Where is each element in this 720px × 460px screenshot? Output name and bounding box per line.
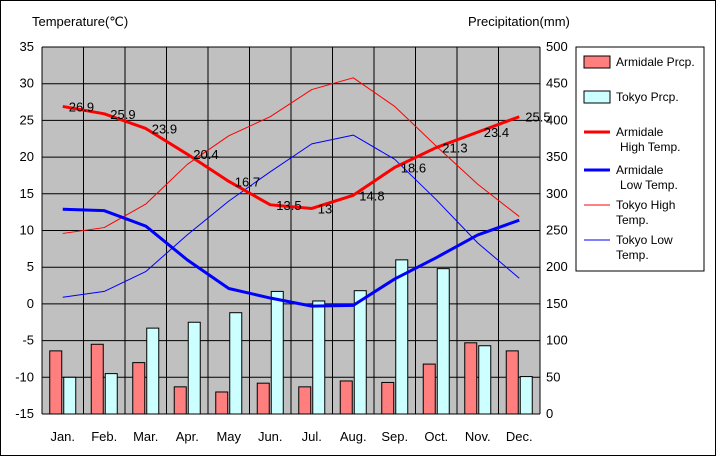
bar-armidale-prcp bbox=[381, 381, 395, 415]
y-right-tick-label: 450 bbox=[546, 76, 568, 91]
line-tokyo-low-temp bbox=[62, 134, 520, 298]
legend-label: Tokyo Prcp. bbox=[616, 90, 679, 104]
legend-label: Armidale Low Temp. bbox=[616, 163, 678, 192]
data-label-armidale-high: 25.5 bbox=[525, 110, 550, 125]
y-right-tick-label: 350 bbox=[546, 149, 568, 164]
bar-armidale-prcp bbox=[256, 382, 270, 415]
bar-armidale-prcp bbox=[505, 350, 519, 415]
y-right-tick-label: 400 bbox=[546, 112, 568, 127]
bar-tokyo-prcp bbox=[229, 312, 243, 415]
y-left-tick-label: 10 bbox=[20, 223, 34, 238]
bar-tokyo-prcp bbox=[478, 345, 492, 415]
bar-armidale-prcp bbox=[90, 343, 104, 415]
data-label-armidale-high: 18.6 bbox=[401, 160, 426, 175]
data-label-armidale-high: 13 bbox=[318, 201, 332, 216]
line-tokyo-high-temp bbox=[62, 77, 520, 234]
x-tick-label: Aug. bbox=[340, 429, 367, 444]
bar-tokyo-prcp bbox=[146, 327, 160, 415]
x-tick-label: Nov. bbox=[465, 429, 491, 444]
legend-swatch bbox=[583, 55, 611, 69]
y-left-tick-label: -10 bbox=[15, 369, 34, 384]
y-left-tick-label: 0 bbox=[27, 296, 34, 311]
bar-armidale-prcp bbox=[132, 362, 146, 415]
x-tick-label: Jul. bbox=[302, 429, 322, 444]
y-left-axis-label: Temperature(℃) bbox=[32, 14, 128, 29]
y-left-tick-label: 20 bbox=[20, 149, 34, 164]
y-right-tick-label: 200 bbox=[546, 259, 568, 274]
x-tick-label: Feb. bbox=[91, 429, 117, 444]
data-label-armidale-high: 16.7 bbox=[235, 174, 260, 189]
bar-tokyo-prcp bbox=[104, 373, 118, 415]
bar-tokyo-prcp bbox=[312, 300, 326, 415]
y-right-tick-label: 500 bbox=[546, 39, 568, 54]
data-label-armidale-high: 25.9 bbox=[110, 107, 135, 122]
bar-armidale-prcp bbox=[215, 391, 229, 415]
bar-armidale-prcp bbox=[464, 342, 478, 415]
data-label-armidale-high: 21.3 bbox=[442, 141, 467, 156]
legend-label: Tokyo Low Temp. bbox=[616, 233, 673, 262]
line-armidale-high-temp bbox=[62, 104, 520, 210]
bar-armidale-prcp bbox=[49, 350, 63, 415]
data-label-armidale-high: 26.9 bbox=[69, 99, 94, 114]
bar-tokyo-prcp bbox=[436, 268, 450, 415]
data-label-armidale-high: 23.4 bbox=[484, 125, 509, 140]
x-tick-label: Apr. bbox=[176, 429, 199, 444]
y-right-axis-label: Precipitation(mm) bbox=[468, 14, 570, 29]
data-label-armidale-high: 23.9 bbox=[152, 121, 177, 136]
bar-tokyo-prcp bbox=[187, 321, 201, 415]
x-tick-label: Jun. bbox=[258, 429, 283, 444]
bar-tokyo-prcp bbox=[270, 290, 284, 415]
line-armidale-low-temp bbox=[62, 207, 520, 308]
bar-tokyo-prcp bbox=[519, 376, 533, 415]
y-left-tick-label: 30 bbox=[20, 76, 34, 91]
x-tick-label: Jan. bbox=[50, 429, 75, 444]
y-left-tick-label: 25 bbox=[20, 112, 34, 127]
data-label-armidale-high: 13.5 bbox=[276, 198, 301, 213]
legend-box bbox=[575, 46, 705, 272]
x-tick-label: Dec. bbox=[506, 429, 533, 444]
data-label-armidale-high: 20.4 bbox=[193, 147, 218, 162]
y-left-tick-label: 15 bbox=[20, 186, 34, 201]
y-right-tick-label: 150 bbox=[546, 296, 568, 311]
y-left-tick-label: -5 bbox=[22, 333, 34, 348]
legend-label: Tokyo High Temp. bbox=[616, 198, 675, 227]
y-left-tick-label: -15 bbox=[15, 406, 34, 421]
bar-armidale-prcp bbox=[173, 386, 187, 415]
y-right-tick-label: 300 bbox=[546, 186, 568, 201]
bar-tokyo-prcp bbox=[63, 376, 77, 415]
bar-armidale-prcp bbox=[422, 363, 436, 415]
y-right-tick-label: 50 bbox=[546, 369, 560, 384]
bar-tokyo-prcp bbox=[353, 290, 367, 415]
x-tick-label: Mar. bbox=[133, 429, 158, 444]
bar-armidale-prcp bbox=[339, 380, 353, 415]
data-label-armidale-high: 14.8 bbox=[359, 188, 384, 203]
bar-tokyo-prcp bbox=[395, 259, 409, 415]
x-tick-label: Sep. bbox=[381, 429, 408, 444]
x-tick-label: May bbox=[216, 429, 241, 444]
legend-label: Armidale High Temp. bbox=[616, 125, 680, 154]
legend-swatch bbox=[583, 90, 611, 104]
x-tick-label: Oct. bbox=[424, 429, 448, 444]
y-right-tick-label: 250 bbox=[546, 223, 568, 238]
y-left-tick-label: 35 bbox=[20, 39, 34, 54]
y-right-tick-label: 100 bbox=[546, 333, 568, 348]
legend-label: Armidale Prcp. bbox=[616, 55, 695, 69]
bar-armidale-prcp bbox=[298, 386, 312, 415]
y-right-tick-label: 0 bbox=[546, 406, 553, 421]
y-left-tick-label: 5 bbox=[27, 259, 34, 274]
